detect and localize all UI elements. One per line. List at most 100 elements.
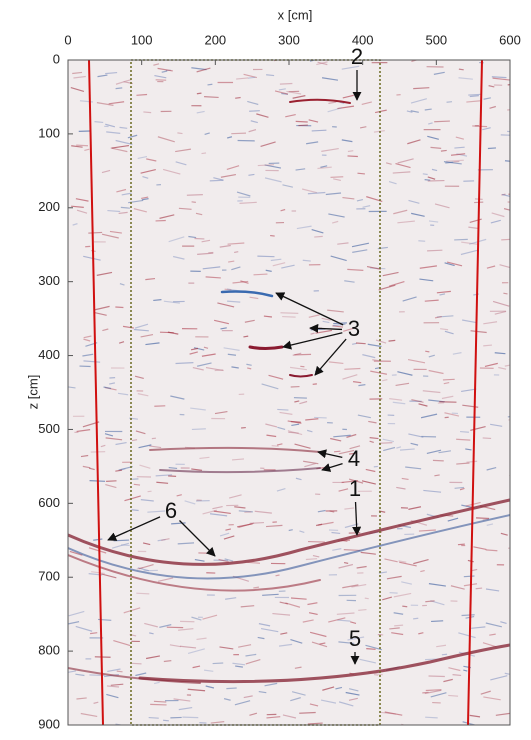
noise-stroke bbox=[302, 619, 314, 623]
x-axis-label: x [cm] bbox=[278, 7, 313, 22]
noise-stroke bbox=[393, 209, 408, 215]
noise-stroke bbox=[154, 681, 160, 685]
noise-stroke bbox=[256, 113, 269, 118]
noise-stroke bbox=[423, 489, 442, 493]
noise-stroke bbox=[191, 428, 206, 431]
noise-stroke bbox=[96, 271, 113, 276]
noise-stroke bbox=[317, 509, 326, 513]
noise-stroke bbox=[319, 642, 326, 645]
noise-stroke bbox=[68, 386, 76, 389]
noise-stroke bbox=[295, 120, 308, 123]
noise-stroke bbox=[355, 342, 366, 345]
noise-stroke bbox=[410, 110, 419, 113]
noise-stroke bbox=[157, 67, 173, 72]
noise-stroke bbox=[458, 68, 464, 71]
noise-stroke bbox=[336, 612, 355, 615]
noise-stroke bbox=[248, 173, 255, 176]
noise-stroke bbox=[280, 208, 286, 212]
noise-stroke bbox=[101, 169, 111, 174]
noise-stroke bbox=[202, 266, 221, 270]
noise-stroke bbox=[347, 150, 354, 153]
noise-stroke bbox=[235, 665, 243, 668]
noise-stroke bbox=[209, 513, 228, 517]
noise-stroke bbox=[418, 632, 424, 635]
boundary-line bbox=[88, 59, 104, 726]
noise-stroke bbox=[272, 612, 291, 616]
noise-stroke bbox=[213, 319, 229, 325]
noise-stroke bbox=[140, 333, 154, 338]
noise-stroke bbox=[463, 669, 468, 672]
noise-stroke bbox=[468, 226, 478, 229]
noise-stroke bbox=[458, 77, 473, 80]
noise-stroke bbox=[226, 165, 240, 171]
noise-stroke bbox=[321, 77, 339, 81]
noise-stroke bbox=[238, 644, 252, 648]
noise-stroke bbox=[115, 469, 123, 472]
noise-stroke bbox=[419, 265, 438, 269]
y-tick-label: 600 bbox=[38, 495, 60, 510]
noise-stroke bbox=[239, 201, 257, 204]
noise-stroke bbox=[383, 446, 396, 452]
reflector bbox=[220, 290, 274, 298]
noise-stroke bbox=[94, 121, 104, 124]
noise-stroke bbox=[204, 96, 219, 99]
noise-stroke bbox=[427, 176, 436, 180]
noise-stroke bbox=[317, 166, 332, 170]
noise-stroke bbox=[418, 403, 428, 407]
noise-stroke bbox=[76, 209, 88, 214]
noise-stroke bbox=[282, 714, 297, 719]
noise-stroke bbox=[93, 311, 107, 316]
noise-stroke bbox=[444, 330, 454, 335]
noise-stroke bbox=[196, 92, 202, 95]
noise-stroke bbox=[382, 596, 393, 601]
noise-stroke bbox=[317, 61, 328, 66]
noise-stroke bbox=[227, 300, 241, 303]
noise-stroke bbox=[223, 698, 231, 701]
noise-stroke bbox=[454, 146, 465, 149]
noise-stroke bbox=[352, 381, 362, 384]
noise-stroke bbox=[446, 159, 464, 162]
noise-stroke bbox=[156, 481, 169, 484]
noise-stroke bbox=[176, 494, 182, 497]
noise-stroke bbox=[490, 675, 508, 681]
reflector bbox=[68, 498, 510, 566]
noise-stroke bbox=[178, 706, 193, 711]
noise-stroke bbox=[278, 88, 286, 91]
y-tick-label: 900 bbox=[38, 716, 60, 731]
annotation-arrow bbox=[282, 332, 343, 350]
noise-stroke bbox=[70, 87, 85, 92]
noise-stroke bbox=[249, 521, 264, 524]
x-tick-label: 300 bbox=[278, 32, 300, 47]
noise-stroke bbox=[425, 716, 438, 719]
noise-stroke bbox=[105, 437, 123, 441]
noise-stroke bbox=[295, 477, 302, 481]
annotation-label: 1 bbox=[349, 476, 361, 501]
noise-stroke bbox=[289, 366, 307, 371]
noise-stroke bbox=[197, 252, 214, 255]
noise-stroke bbox=[276, 443, 283, 446]
noise-stroke bbox=[141, 198, 149, 201]
noise-stroke bbox=[448, 667, 461, 672]
noise-stroke bbox=[393, 592, 412, 598]
noise-stroke bbox=[247, 76, 256, 79]
noise-stroke bbox=[260, 627, 279, 633]
noise-stroke bbox=[213, 510, 231, 515]
noise-stroke bbox=[219, 532, 230, 537]
noise-stroke bbox=[338, 563, 354, 569]
noise-stroke bbox=[448, 694, 459, 697]
noise-stroke bbox=[196, 637, 207, 641]
noise-stroke bbox=[201, 152, 207, 155]
noise-stroke bbox=[127, 134, 138, 139]
noise-stroke bbox=[93, 701, 99, 704]
noise-stroke bbox=[178, 627, 194, 631]
noise-stroke bbox=[426, 449, 442, 454]
noise-stroke bbox=[428, 354, 435, 358]
noise-stroke bbox=[253, 586, 260, 589]
noise-stroke bbox=[450, 153, 466, 156]
noise-stroke bbox=[266, 434, 277, 438]
noise-stroke bbox=[254, 510, 272, 514]
noise-stroke bbox=[100, 444, 106, 448]
noise-stroke bbox=[408, 506, 422, 510]
